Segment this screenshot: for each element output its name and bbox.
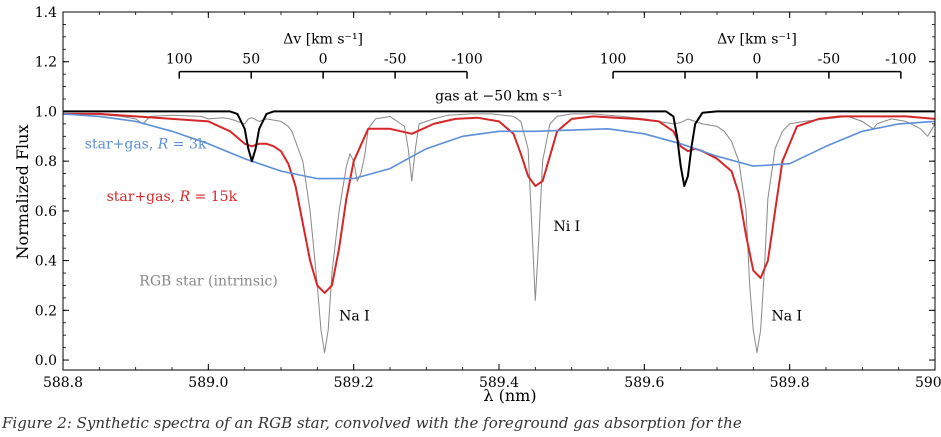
x-tick-label: 589.2 [334, 375, 374, 391]
series-line-3 [63, 113, 935, 180]
y-tick-label: 0.0 [35, 353, 57, 369]
axes: 588.8 589.0 589.2 589.4 589.6 589.8 590.0 0.0 0.… [35, 5, 941, 391]
velocity-scale-2: 100 50 0 -50 -100 Δv [km s⁻¹] [600, 32, 917, 79]
velocity-tick-label: -50 [818, 52, 841, 68]
series-label-3: star+gas, R = 3k [85, 137, 207, 153]
y-tick-label: 0.8 [35, 154, 57, 170]
y-tick-label: 1.0 [35, 104, 57, 120]
x-tick-label: 589.0 [188, 375, 228, 391]
y-axis-title: Normalized Flux [13, 125, 32, 260]
spectrum-curves [63, 110, 935, 354]
series-label-2: star+gas, R = 15k [107, 189, 238, 205]
velocity-tick-label: 0 [753, 52, 762, 68]
x-tick-label: 590.0 [915, 375, 941, 391]
annotation-4: Na I [772, 308, 803, 324]
velocity-axis-label: Δv [km s⁻¹] [283, 32, 363, 48]
velocity-axis-label: Δv [km s⁻¹] [717, 32, 797, 48]
velocity-tick-label: 50 [242, 52, 260, 68]
x-tick-label: 589.6 [624, 375, 664, 391]
velocity-tick-label: -100 [451, 52, 482, 68]
x-tick-label: 588.8 [43, 375, 83, 391]
velocity-tick-label: 100 [166, 52, 193, 68]
series-line-4 [63, 110, 935, 187]
spectrum-chart: 100 50 0 -50 -100 Δv [km s⁻¹] 100 50 0 -50 -100 Δv … [13, 5, 941, 405]
velocity-tick-label: 100 [600, 52, 627, 68]
velocity-tick-label: 50 [676, 52, 694, 68]
x-tick-label: 589.4 [479, 375, 519, 391]
y-tick-label: 1.4 [35, 5, 57, 21]
y-tick-label: 1.2 [35, 55, 57, 71]
y-tick-label: 0.6 [35, 204, 57, 220]
annotation-5: gas at −50 km s⁻¹ [435, 88, 563, 104]
series-line-2 [63, 112, 935, 294]
series-line-1 [63, 113, 935, 354]
annotation-3: Ni I [554, 219, 581, 235]
annotation-1: RGB star (intrinsic) [139, 273, 277, 289]
x-tick-label: 589.8 [770, 375, 810, 391]
figure-caption: Figure 2: Synthetic spectra of an RGB st… [2, 414, 742, 432]
velocity-tick-label: -100 [885, 52, 916, 68]
velocity-tick-label: 0 [319, 52, 328, 68]
velocity-scales: 100 50 0 -50 -100 Δv [km s⁻¹] 100 50 0 -50 -100 Δv … [166, 32, 917, 79]
y-tick-label: 0.4 [35, 254, 57, 270]
annotation-2: Na I [339, 308, 370, 324]
x-axis-title: λ (nm) [483, 386, 536, 405]
velocity-scale-1: 100 50 0 -50 -100 Δv [km s⁻¹] [166, 32, 483, 79]
y-tick-label: 0.2 [35, 303, 57, 319]
velocity-tick-label: -50 [384, 52, 407, 68]
annotations: star+gas, R = 15k star+gas, R = 3k RGB sta… [85, 88, 802, 324]
